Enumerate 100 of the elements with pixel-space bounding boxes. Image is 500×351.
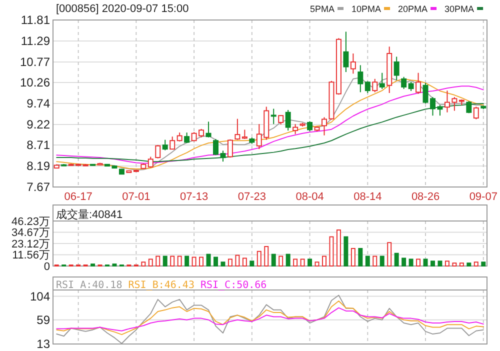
y-tick-label: 9.74 bbox=[26, 96, 50, 111]
candlestick bbox=[256, 124, 262, 150]
candlestick bbox=[270, 108, 276, 125]
bar bbox=[308, 258, 312, 266]
candlestick bbox=[394, 56, 400, 81]
bar bbox=[358, 248, 363, 266]
bar bbox=[380, 256, 384, 266]
y-tick-label: 59 bbox=[36, 313, 50, 328]
candlestick bbox=[285, 109, 291, 132]
bar bbox=[184, 256, 190, 266]
y-tick-label: 8.71 bbox=[26, 138, 50, 152]
bar bbox=[481, 262, 486, 266]
candlestick bbox=[358, 64, 364, 93]
bar bbox=[220, 262, 226, 266]
candlestick bbox=[292, 124, 298, 135]
candlestick bbox=[401, 76, 407, 90]
y-tick-label: 34.67万 bbox=[11, 227, 50, 240]
bar bbox=[466, 262, 472, 266]
bar bbox=[192, 256, 196, 266]
bar bbox=[199, 256, 204, 266]
bar bbox=[322, 256, 326, 266]
bar bbox=[459, 262, 464, 266]
y-tick-label: 46.23万 bbox=[11, 216, 50, 228]
x-tick-label: 08-04 bbox=[296, 191, 324, 203]
bar bbox=[271, 254, 276, 266]
y-tick-label: 9.22 bbox=[26, 118, 50, 132]
chart-title: [000856] 2020-09-07 15:00 bbox=[56, 3, 189, 15]
candlestick bbox=[379, 72, 385, 90]
candlestick bbox=[422, 82, 428, 104]
bar bbox=[250, 260, 254, 266]
candlestick bbox=[220, 150, 226, 162]
bar bbox=[365, 256, 370, 266]
y-tick-label: 11.81 bbox=[20, 13, 50, 28]
bar bbox=[394, 252, 399, 266]
candlestick bbox=[170, 136, 176, 150]
y-tick-label: 0 bbox=[44, 260, 50, 273]
bar bbox=[162, 256, 168, 266]
candlestick bbox=[278, 114, 284, 125]
bar bbox=[350, 248, 356, 266]
bar bbox=[264, 246, 269, 266]
candlestick bbox=[184, 132, 190, 144]
bar bbox=[344, 236, 348, 266]
candlestick bbox=[416, 72, 422, 94]
legend-label: 30PMA bbox=[444, 4, 474, 14]
legend-label: 20PMA bbox=[398, 4, 428, 14]
bar bbox=[278, 256, 284, 266]
bar bbox=[372, 256, 378, 266]
bar bbox=[206, 254, 211, 266]
y-tick-label: 11.56万 bbox=[12, 250, 50, 262]
y-tick-label: 23.12万 bbox=[11, 238, 50, 250]
candlestick bbox=[234, 118, 240, 140]
y-tick-label: 104 bbox=[30, 289, 50, 304]
bar bbox=[329, 236, 334, 266]
x-tick-label: 08-14 bbox=[354, 191, 382, 203]
candlestick bbox=[322, 116, 327, 136]
y-tick-label: 10.77 bbox=[20, 55, 50, 70]
candlestick bbox=[242, 129, 248, 140]
bar bbox=[452, 262, 457, 266]
bar bbox=[408, 258, 414, 266]
x-tick-label: 07-23 bbox=[238, 191, 266, 203]
legend-label: 10PMA bbox=[352, 4, 382, 14]
candlestick bbox=[408, 81, 414, 92]
bar bbox=[438, 260, 442, 266]
bar bbox=[300, 258, 305, 266]
bar bbox=[177, 256, 182, 266]
candlestick bbox=[350, 52, 356, 74]
bar bbox=[430, 260, 435, 266]
x-tick-label: 07-01 bbox=[122, 191, 150, 203]
y-tick-label: 13 bbox=[36, 337, 50, 351]
legend-label: 5PMA bbox=[310, 4, 335, 14]
bar bbox=[235, 254, 240, 266]
x-tick-label: 06-17 bbox=[64, 191, 92, 203]
series-label: RSI_B:46.43 bbox=[128, 280, 194, 291]
bar bbox=[314, 262, 320, 266]
candlestick bbox=[206, 121, 212, 138]
candlestick bbox=[444, 90, 450, 113]
bar bbox=[402, 258, 406, 266]
bar bbox=[214, 256, 218, 266]
candlestick bbox=[452, 96, 458, 112]
bar bbox=[148, 258, 153, 266]
bar bbox=[242, 258, 247, 266]
text: RSI_C:50.66 bbox=[200, 280, 267, 291]
bar bbox=[416, 258, 421, 266]
candlestick bbox=[372, 78, 378, 93]
candlestick bbox=[430, 96, 436, 116]
y-tick-label: 7.67 bbox=[26, 180, 50, 194]
bar bbox=[336, 229, 341, 266]
bar bbox=[293, 258, 298, 266]
x-tick-label: 08-26 bbox=[411, 191, 440, 203]
bar bbox=[387, 242, 392, 266]
y-tick-label: 10.26 bbox=[20, 76, 50, 90]
bar bbox=[286, 254, 290, 266]
candlestick bbox=[343, 31, 349, 73]
bar bbox=[256, 250, 262, 266]
text: RSI_A:40.18 bbox=[56, 280, 122, 291]
bar bbox=[170, 256, 175, 266]
x-tick-label: 09-07 bbox=[469, 191, 498, 203]
bar bbox=[444, 260, 450, 266]
x-tick-label: 07-13 bbox=[180, 191, 208, 203]
y-tick-label: 11.29 bbox=[20, 34, 50, 48]
